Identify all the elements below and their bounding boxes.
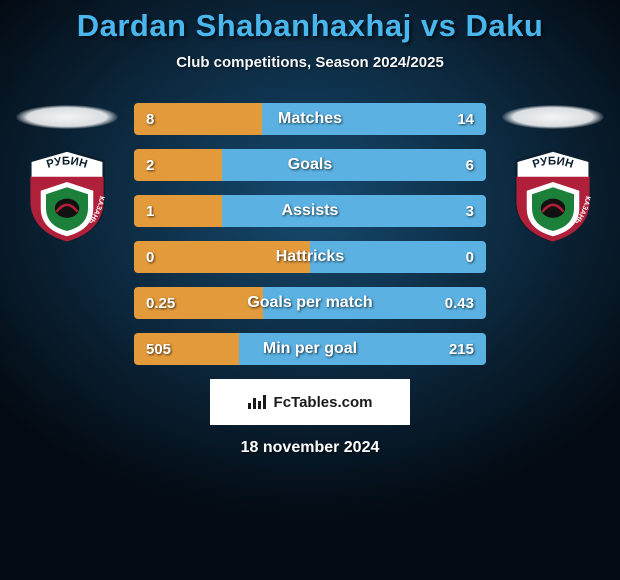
- stats-area: РУБИН КАЗАНЬ Matches814 Goals26 Assists13 H…: [0, 103, 620, 365]
- bar-segment-right: [310, 241, 486, 273]
- right-player-column: РУБИН КАЗАНЬ: [498, 103, 608, 245]
- player-right-highlight: [502, 105, 604, 129]
- page-subtitle: Club competitions, Season 2024/2025: [176, 54, 444, 71]
- page-title: Dardan Shabanhaxhaj vs Daku: [77, 8, 544, 44]
- bar-segment-right: [239, 333, 486, 365]
- stat-row: Min per goal505215: [134, 333, 486, 365]
- stat-row: Goals26: [134, 149, 486, 181]
- club-crest-right: РУБИН КАЗАНЬ: [509, 147, 597, 245]
- stat-row: Hattricks00: [134, 241, 486, 273]
- bar-segment-right: [222, 195, 486, 227]
- player-left-highlight: [16, 105, 118, 129]
- bar-segment-left: [134, 333, 239, 365]
- stat-row: Goals per match0.250.43: [134, 287, 486, 319]
- bar-segment-left: [134, 241, 310, 273]
- bar-segment-left: [134, 149, 222, 181]
- bar-segment-left: [134, 195, 222, 227]
- comparison-bars: Matches814 Goals26 Assists13 Hattricks00 Goa…: [134, 103, 486, 365]
- stat-row: Matches814: [134, 103, 486, 135]
- left-player-column: РУБИН КАЗАНЬ: [12, 103, 122, 245]
- infographic-root: Dardan Shabanhaxhaj vs Daku Club competi…: [0, 0, 620, 580]
- bar-segment-left: [134, 287, 263, 319]
- bar-segment-left: [134, 103, 262, 135]
- bar-segment-right: [222, 149, 486, 181]
- stat-row: Assists13: [134, 195, 486, 227]
- attribution-text: FcTables.com: [274, 394, 373, 411]
- bars-icon: [248, 395, 266, 409]
- date-text: 18 november 2024: [241, 439, 380, 457]
- attribution-badge: FcTables.com: [210, 379, 410, 425]
- bar-segment-right: [263, 287, 486, 319]
- club-crest-left: РУБИН КАЗАНЬ: [23, 147, 111, 245]
- bar-segment-right: [262, 103, 486, 135]
